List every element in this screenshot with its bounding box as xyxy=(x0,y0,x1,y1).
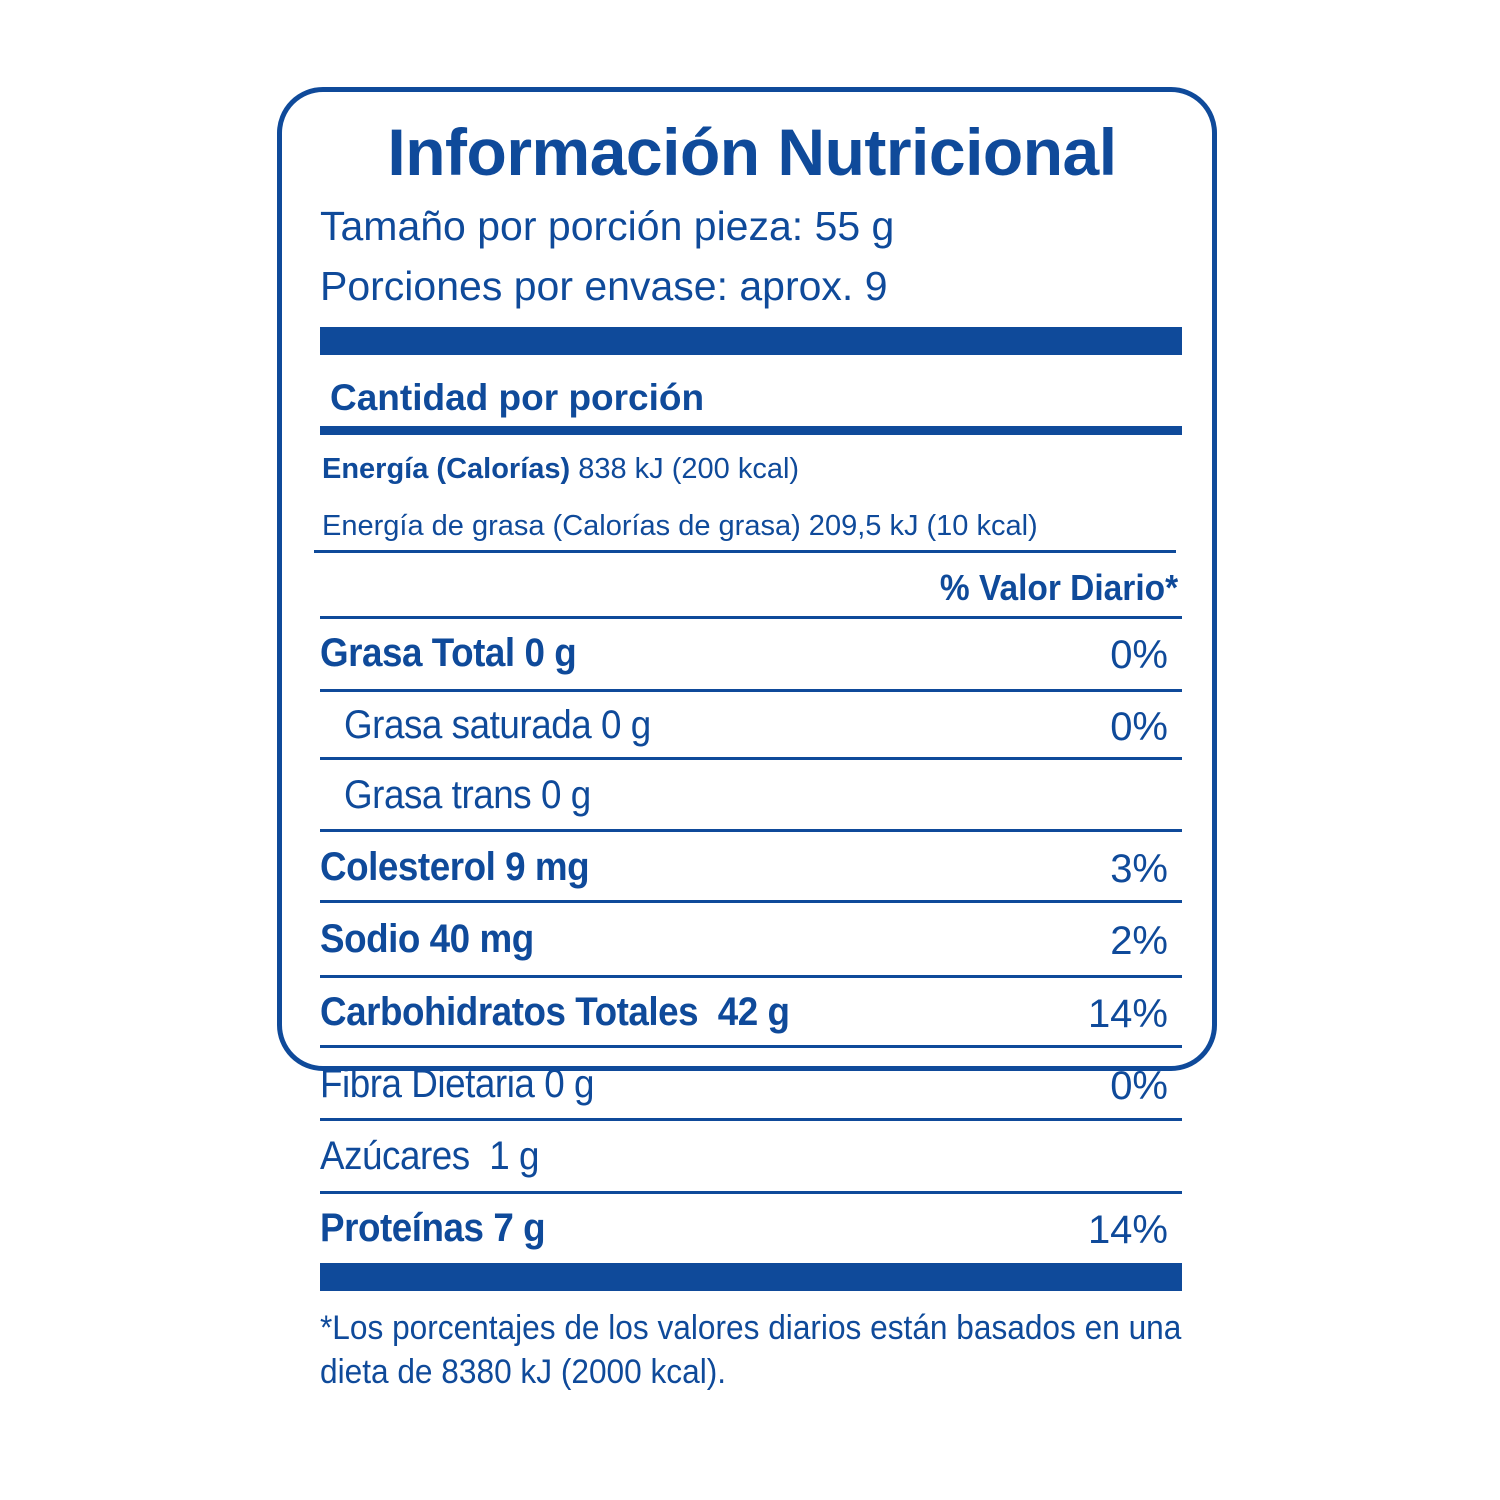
servings-per-container: Porciones por envase: aprox. 9 xyxy=(320,263,888,309)
divider xyxy=(320,975,1182,978)
nutrient-label-dietary-fiber: Fibra Dietaria 0 g xyxy=(320,1062,594,1106)
energy-line: Energía (Calorías) 838 kJ (200 kcal) xyxy=(322,451,799,487)
nutrient-pct-protein: 14% xyxy=(1087,1208,1168,1252)
medium-divider xyxy=(320,426,1182,435)
divider xyxy=(320,829,1182,832)
nutrient-pct-saturated-fat: 0% xyxy=(1110,705,1168,749)
nutrient-pct-sodium: 2% xyxy=(1110,919,1168,963)
nutrient-label-carbohydrates: Carbohidratos Totales 42 g xyxy=(320,990,790,1034)
divider xyxy=(320,1118,1182,1121)
divider xyxy=(320,689,1182,692)
label-frame xyxy=(277,87,1217,1071)
nutrient-pct-total-fat: 0% xyxy=(1110,633,1168,677)
nutrient-pct-cholesterol: 3% xyxy=(1110,847,1168,891)
nutrient-label-total-fat: Grasa Total 0 g xyxy=(320,631,577,675)
footnote: *Los porcentajes de los valores diarios … xyxy=(320,1309,1182,1391)
daily-value-header: % Valor Diario* xyxy=(939,567,1178,608)
divider xyxy=(320,616,1182,619)
divider xyxy=(320,1045,1182,1048)
divider xyxy=(320,900,1182,903)
energy-value: 838 kJ (200 kcal) xyxy=(570,453,800,485)
nutrient-label-sodium: Sodio 40 mg xyxy=(320,917,534,961)
nutrient-label-protein: Proteínas 7 g xyxy=(320,1206,546,1250)
nutrient-pct-dietary-fiber: 0% xyxy=(1110,1064,1168,1108)
serving-size: Tamaño por porción pieza: 55 g xyxy=(320,203,895,249)
amount-per-serving: Cantidad por porción xyxy=(330,377,705,418)
divider xyxy=(320,1191,1182,1194)
thick-divider-bottom xyxy=(320,1263,1182,1291)
label-title: Información Nutricional xyxy=(387,115,1117,189)
nutrient-label-trans-fat: Grasa trans 0 g xyxy=(344,773,591,817)
divider xyxy=(320,757,1182,760)
energy-label: Energía (Calorías) xyxy=(322,453,571,485)
nutrient-label-sugars: Azúcares 1 g xyxy=(320,1134,540,1178)
nutrient-label-cholesterol: Colesterol 9 mg xyxy=(320,845,590,889)
fat-energy-line: Energía de grasa (Calorías de grasa) 209… xyxy=(322,510,1038,542)
thick-divider-top xyxy=(320,327,1182,355)
nutrient-label-saturated-fat: Grasa saturada 0 g xyxy=(344,703,651,747)
nutrient-pct-carbohydrates: 14% xyxy=(1087,992,1168,1036)
divider xyxy=(314,550,1176,553)
